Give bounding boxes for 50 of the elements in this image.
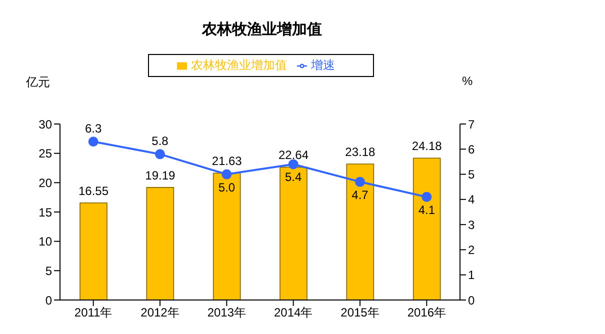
y2-tick-label: 1 — [468, 268, 475, 282]
x-tick-label: 2014年 — [274, 306, 313, 320]
point — [288, 159, 298, 170]
y2-axis-title: % — [462, 74, 473, 88]
data-label: 24.18 — [412, 139, 442, 154]
y-tick-label: 10 — [38, 234, 52, 249]
data-label: 19.19 — [145, 168, 176, 182]
data-label: 22.64 — [278, 148, 309, 162]
data-label: 5.4 — [284, 170, 302, 184]
bar — [80, 202, 108, 300]
bar — [146, 187, 174, 300]
data-label: 21.63 — [212, 154, 242, 168]
y-tick-label: 15 — [38, 205, 52, 220]
y-axis-title: 亿元 — [26, 74, 50, 91]
y2-tick-label: 0 — [468, 293, 475, 308]
y2-tick-label: 4 — [468, 192, 475, 207]
data-label: 4.1 — [418, 202, 436, 217]
point — [422, 192, 432, 202]
y2-tick-label: 5 — [468, 168, 475, 182]
x-tick-label: 2016年 — [407, 306, 446, 320]
data-label: 5.0 — [218, 180, 236, 194]
x-tick-label: 2015年 — [340, 306, 380, 320]
bar — [346, 164, 374, 300]
y2-tick-label: 7 — [468, 117, 475, 132]
x-tick-label: 2012年 — [140, 306, 180, 320]
bar — [412, 158, 441, 300]
y-tick-label: 20 — [38, 176, 52, 190]
point — [355, 176, 365, 187]
point — [222, 169, 232, 180]
point — [155, 149, 165, 160]
y-tick-label: 30 — [38, 117, 52, 132]
point — [88, 136, 98, 147]
x-tick-label: 2013年 — [207, 306, 246, 320]
data-label: 4.7 — [352, 188, 369, 202]
y2-tick-label: 6 — [468, 142, 475, 156]
y-tick-label: 25 — [38, 146, 52, 161]
y2-tick-label: 2 — [468, 242, 475, 257]
x-tick-label: 2011年 — [74, 306, 112, 320]
data-label: 23.18 — [345, 145, 376, 160]
data-label: 16.55 — [78, 184, 109, 198]
data-label: 5.8 — [152, 134, 169, 148]
bar — [280, 166, 308, 300]
legend-label: 农林牧渔业增加值 — [191, 58, 287, 72]
y2-tick-label: 3 — [468, 218, 475, 232]
chart-title: 农林牧渔业增加值 — [200, 20, 323, 39]
data-label: 6.3 — [84, 122, 102, 136]
y-tick-label: 5 — [45, 264, 52, 278]
legend-label: 增速 — [311, 58, 335, 72]
y-tick-label: 0 — [45, 293, 52, 308]
bar — [212, 172, 241, 300]
